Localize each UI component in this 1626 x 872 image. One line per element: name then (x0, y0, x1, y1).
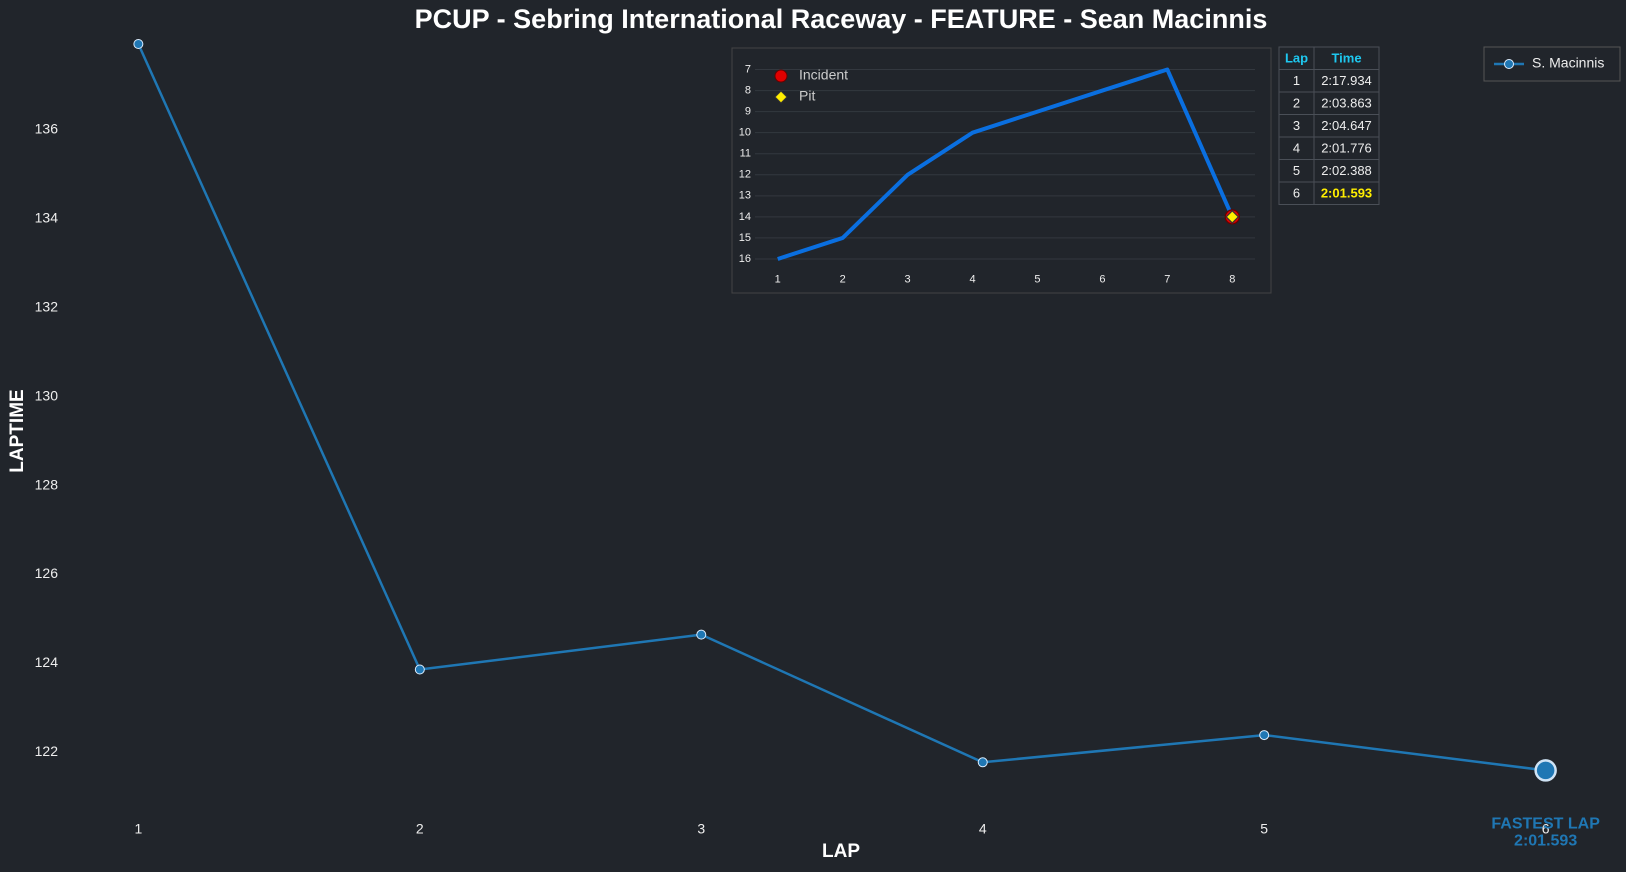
y-tick-label: 124 (35, 654, 59, 670)
y-tick-label: 122 (35, 743, 59, 759)
table-cell-text: 2:01.593 (1321, 186, 1372, 201)
table-cell-text: 1 (1293, 73, 1300, 88)
x-tick-label: 4 (979, 821, 987, 837)
x-tick-label: 4 (969, 273, 975, 285)
y-tick-label: 7 (745, 63, 751, 75)
x-tick-label: 3 (697, 821, 705, 837)
data-point (414, 664, 425, 675)
y-tick-label: 12 (739, 169, 751, 181)
data-line (137, 43, 1546, 772)
table-cell-text: 4 (1293, 141, 1300, 156)
data-line (777, 67, 1235, 261)
legend-marker (774, 90, 788, 104)
table-cell-text: 2:17.934 (1321, 73, 1372, 88)
x-tick-label: 3 (905, 273, 911, 285)
inset-frame (731, 47, 1272, 294)
data-point (133, 39, 144, 49)
x-tick-label: 5 (1260, 821, 1268, 837)
table-header: Time (1331, 51, 1361, 66)
y-tick-label: 128 (35, 476, 59, 492)
annotation: 2:01.593 (1514, 833, 1577, 850)
legend-label: S. Macinnis (1532, 55, 1604, 71)
table-cell-text: 3 (1293, 118, 1300, 133)
y-tick-label: 130 (35, 387, 59, 403)
table-cell-text: 2:04.647 (1321, 118, 1372, 133)
pit-marker (1225, 210, 1240, 224)
legend-label: Incident (799, 67, 848, 83)
x-axis-label: LAP (822, 841, 860, 862)
data-point (977, 757, 988, 768)
y-tick-label: 8 (745, 84, 751, 96)
x-tick-label: 1 (775, 273, 781, 285)
table-cell (1313, 181, 1380, 205)
y-tick-label: 13 (739, 190, 751, 202)
x-tick-label: 6 (1099, 273, 1105, 285)
data-point (696, 629, 707, 640)
table-cell-text: 2:01.776 (1321, 141, 1372, 156)
y-tick-label: 134 (35, 210, 59, 226)
table-cell-text: 5 (1293, 163, 1300, 178)
y-tick-label: 11 (740, 148, 751, 160)
x-tick-label: 7 (1164, 273, 1170, 285)
y-tick-label: 14 (739, 211, 751, 223)
y-tick-label: 136 (35, 121, 59, 137)
x-tick-label: 6 (1542, 821, 1550, 837)
y-tick-label: 10 (739, 127, 751, 139)
annotation: FASTEST LAP (1491, 816, 1600, 833)
chart-title: PCUP - Sebring International Raceway - F… (415, 4, 1268, 34)
y-axis-label: LAPTIME (7, 389, 28, 472)
x-tick-label: 2 (840, 273, 846, 285)
x-tick-label: 2 (416, 821, 424, 837)
y-tick-label: 126 (35, 565, 59, 581)
table-header: Lap (1285, 51, 1308, 66)
table-cell-text: 6 (1293, 186, 1300, 201)
y-tick-label: 16 (739, 253, 751, 265)
legend-label: Pit (799, 88, 815, 104)
table-cell-text: 2:02.388 (1321, 163, 1372, 178)
legend-marker (1504, 59, 1514, 69)
table-cell-text: 2 (1293, 96, 1300, 111)
legend-marker (774, 69, 788, 83)
highlight-marker (1534, 759, 1557, 782)
x-tick-label: 1 (134, 821, 142, 837)
y-tick-label: 9 (745, 106, 751, 118)
x-tick-label: 5 (1034, 273, 1040, 285)
y-tick-label: 15 (739, 232, 751, 244)
x-tick-label: 8 (1229, 273, 1235, 285)
y-tick-label: 132 (35, 298, 59, 314)
data-point (1259, 730, 1270, 741)
table-cell-text: 2:03.863 (1321, 96, 1372, 111)
